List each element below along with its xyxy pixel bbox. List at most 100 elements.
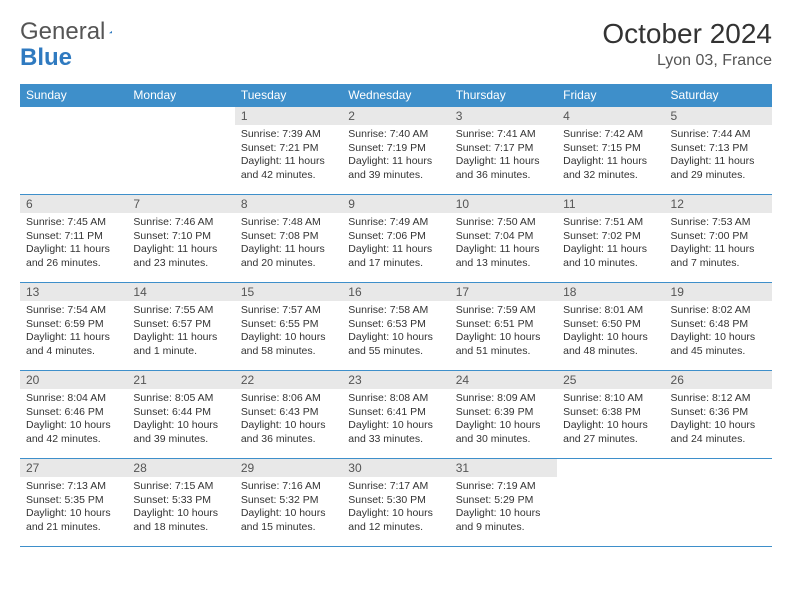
- calendar-day-cell: 6Sunrise: 7:45 AMSunset: 7:11 PMDaylight…: [20, 195, 127, 283]
- day-details: Sunrise: 8:02 AMSunset: 6:48 PMDaylight:…: [665, 301, 772, 363]
- calendar-day-cell: 22Sunrise: 8:06 AMSunset: 6:43 PMDayligh…: [235, 371, 342, 459]
- calendar-day-cell: 8Sunrise: 7:48 AMSunset: 7:08 PMDaylight…: [235, 195, 342, 283]
- day-details: Sunrise: 7:44 AMSunset: 7:13 PMDaylight:…: [665, 125, 772, 187]
- calendar-day-cell: 30Sunrise: 7:17 AMSunset: 5:30 PMDayligh…: [342, 459, 449, 547]
- calendar-day-cell: 4Sunrise: 7:42 AMSunset: 7:15 PMDaylight…: [557, 107, 664, 195]
- day-details: Sunrise: 7:15 AMSunset: 5:33 PMDaylight:…: [127, 477, 234, 539]
- day-details: Sunrise: 7:53 AMSunset: 7:00 PMDaylight:…: [665, 213, 772, 275]
- weekday-header: Sunday: [20, 84, 127, 107]
- day-details: Sunrise: 7:19 AMSunset: 5:29 PMDaylight:…: [450, 477, 557, 539]
- calendar-day-cell: [127, 107, 234, 195]
- weekday-header: Thursday: [450, 84, 557, 107]
- calendar-week-row: 6Sunrise: 7:45 AMSunset: 7:11 PMDaylight…: [20, 195, 772, 283]
- calendar-day-cell: 15Sunrise: 7:57 AMSunset: 6:55 PMDayligh…: [235, 283, 342, 371]
- day-number: 20: [20, 371, 127, 389]
- day-number: 8: [235, 195, 342, 213]
- brand-logo: General: [20, 18, 131, 46]
- day-details: Sunrise: 7:58 AMSunset: 6:53 PMDaylight:…: [342, 301, 449, 363]
- weekday-header-row: Sunday Monday Tuesday Wednesday Thursday…: [20, 84, 772, 107]
- month-title: October 2024: [602, 18, 772, 50]
- day-details: Sunrise: 7:16 AMSunset: 5:32 PMDaylight:…: [235, 477, 342, 539]
- day-details: Sunrise: 7:54 AMSunset: 6:59 PMDaylight:…: [20, 301, 127, 363]
- day-number: 23: [342, 371, 449, 389]
- location: Lyon 03, France: [602, 52, 772, 70]
- calendar-day-cell: 25Sunrise: 8:10 AMSunset: 6:38 PMDayligh…: [557, 371, 664, 459]
- calendar-day-cell: 24Sunrise: 8:09 AMSunset: 6:39 PMDayligh…: [450, 371, 557, 459]
- day-number: 2: [342, 107, 449, 125]
- day-number: 13: [20, 283, 127, 301]
- day-number: 25: [557, 371, 664, 389]
- calendar-day-cell: 20Sunrise: 8:04 AMSunset: 6:46 PMDayligh…: [20, 371, 127, 459]
- day-number: 22: [235, 371, 342, 389]
- calendar-day-cell: 10Sunrise: 7:50 AMSunset: 7:04 PMDayligh…: [450, 195, 557, 283]
- day-details: Sunrise: 7:55 AMSunset: 6:57 PMDaylight:…: [127, 301, 234, 363]
- day-details: Sunrise: 7:45 AMSunset: 7:11 PMDaylight:…: [20, 213, 127, 275]
- calendar-day-cell: 17Sunrise: 7:59 AMSunset: 6:51 PMDayligh…: [450, 283, 557, 371]
- day-details: Sunrise: 8:12 AMSunset: 6:36 PMDaylight:…: [665, 389, 772, 451]
- day-details: Sunrise: 7:17 AMSunset: 5:30 PMDaylight:…: [342, 477, 449, 539]
- day-details: Sunrise: 7:40 AMSunset: 7:19 PMDaylight:…: [342, 125, 449, 187]
- day-details: Sunrise: 7:57 AMSunset: 6:55 PMDaylight:…: [235, 301, 342, 363]
- day-details: Sunrise: 8:01 AMSunset: 6:50 PMDaylight:…: [557, 301, 664, 363]
- calendar-day-cell: 7Sunrise: 7:46 AMSunset: 7:10 PMDaylight…: [127, 195, 234, 283]
- day-number: 4: [557, 107, 664, 125]
- calendar-day-cell: 13Sunrise: 7:54 AMSunset: 6:59 PMDayligh…: [20, 283, 127, 371]
- calendar-day-cell: [20, 107, 127, 195]
- day-number: 15: [235, 283, 342, 301]
- calendar-day-cell: 3Sunrise: 7:41 AMSunset: 7:17 PMDaylight…: [450, 107, 557, 195]
- day-number: 30: [342, 459, 449, 477]
- calendar-day-cell: 19Sunrise: 8:02 AMSunset: 6:48 PMDayligh…: [665, 283, 772, 371]
- calendar-day-cell: 12Sunrise: 7:53 AMSunset: 7:00 PMDayligh…: [665, 195, 772, 283]
- day-details: Sunrise: 8:04 AMSunset: 6:46 PMDaylight:…: [20, 389, 127, 451]
- title-block: October 2024 Lyon 03, France: [602, 18, 772, 70]
- calendar-week-row: 27Sunrise: 7:13 AMSunset: 5:35 PMDayligh…: [20, 459, 772, 547]
- day-details: Sunrise: 7:41 AMSunset: 7:17 PMDaylight:…: [450, 125, 557, 187]
- calendar-day-cell: 27Sunrise: 7:13 AMSunset: 5:35 PMDayligh…: [20, 459, 127, 547]
- weekday-header: Monday: [127, 84, 234, 107]
- day-details: Sunrise: 7:59 AMSunset: 6:51 PMDaylight:…: [450, 301, 557, 363]
- calendar-day-cell: 31Sunrise: 7:19 AMSunset: 5:29 PMDayligh…: [450, 459, 557, 547]
- day-details: Sunrise: 8:06 AMSunset: 6:43 PMDaylight:…: [235, 389, 342, 451]
- calendar-day-cell: 18Sunrise: 8:01 AMSunset: 6:50 PMDayligh…: [557, 283, 664, 371]
- day-number: 27: [20, 459, 127, 477]
- brand-part1: General: [20, 18, 105, 46]
- calendar-day-cell: 11Sunrise: 7:51 AMSunset: 7:02 PMDayligh…: [557, 195, 664, 283]
- day-number: 11: [557, 195, 664, 213]
- calendar-day-cell: 23Sunrise: 8:08 AMSunset: 6:41 PMDayligh…: [342, 371, 449, 459]
- day-number: 21: [127, 371, 234, 389]
- calendar-week-row: 20Sunrise: 8:04 AMSunset: 6:46 PMDayligh…: [20, 371, 772, 459]
- day-details: Sunrise: 7:46 AMSunset: 7:10 PMDaylight:…: [127, 213, 234, 275]
- day-number: 28: [127, 459, 234, 477]
- day-number: 1: [235, 107, 342, 125]
- day-number: 29: [235, 459, 342, 477]
- day-number: 24: [450, 371, 557, 389]
- day-details: Sunrise: 8:08 AMSunset: 6:41 PMDaylight:…: [342, 389, 449, 451]
- day-details: Sunrise: 7:42 AMSunset: 7:15 PMDaylight:…: [557, 125, 664, 187]
- weekday-header: Tuesday: [235, 84, 342, 107]
- calendar-day-cell: 29Sunrise: 7:16 AMSunset: 5:32 PMDayligh…: [235, 459, 342, 547]
- day-details: Sunrise: 8:09 AMSunset: 6:39 PMDaylight:…: [450, 389, 557, 451]
- day-number: 7: [127, 195, 234, 213]
- day-number: 6: [20, 195, 127, 213]
- day-number: 10: [450, 195, 557, 213]
- calendar-day-cell: 28Sunrise: 7:15 AMSunset: 5:33 PMDayligh…: [127, 459, 234, 547]
- day-details: Sunrise: 7:50 AMSunset: 7:04 PMDaylight:…: [450, 213, 557, 275]
- day-number: 9: [342, 195, 449, 213]
- day-number: 17: [450, 283, 557, 301]
- weekday-header: Friday: [557, 84, 664, 107]
- header: General October 2024 Lyon 03, France: [20, 18, 772, 70]
- calendar-day-cell: 2Sunrise: 7:40 AMSunset: 7:19 PMDaylight…: [342, 107, 449, 195]
- day-details: Sunrise: 7:13 AMSunset: 5:35 PMDaylight:…: [20, 477, 127, 539]
- calendar-day-cell: 1Sunrise: 7:39 AMSunset: 7:21 PMDaylight…: [235, 107, 342, 195]
- day-details: Sunrise: 7:49 AMSunset: 7:06 PMDaylight:…: [342, 213, 449, 275]
- day-details: Sunrise: 7:51 AMSunset: 7:02 PMDaylight:…: [557, 213, 664, 275]
- calendar-day-cell: [557, 459, 664, 547]
- calendar-week-row: 13Sunrise: 7:54 AMSunset: 6:59 PMDayligh…: [20, 283, 772, 371]
- calendar-day-cell: 9Sunrise: 7:49 AMSunset: 7:06 PMDaylight…: [342, 195, 449, 283]
- weekday-header: Saturday: [665, 84, 772, 107]
- calendar-day-cell: 16Sunrise: 7:58 AMSunset: 6:53 PMDayligh…: [342, 283, 449, 371]
- day-number: 12: [665, 195, 772, 213]
- calendar-table: Sunday Monday Tuesday Wednesday Thursday…: [20, 84, 772, 547]
- calendar-day-cell: [665, 459, 772, 547]
- calendar-day-cell: 14Sunrise: 7:55 AMSunset: 6:57 PMDayligh…: [127, 283, 234, 371]
